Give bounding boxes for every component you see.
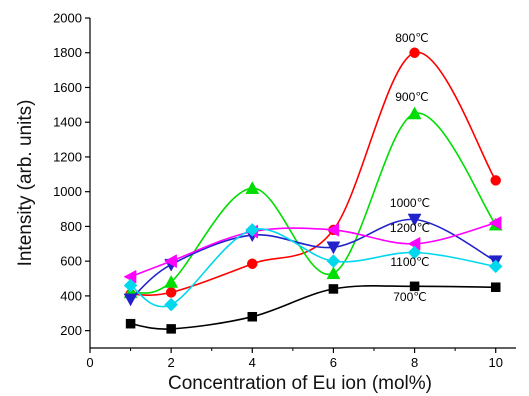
series-layer [123, 47, 503, 334]
series-annotation: 1100℃ [390, 255, 429, 269]
x-tick-label: 6 [330, 355, 337, 370]
x-tick-label: 0 [86, 355, 93, 370]
data-point [123, 293, 138, 307]
data-point [407, 245, 422, 260]
data-point [490, 175, 501, 186]
series-line [130, 222, 496, 278]
data-point [166, 324, 176, 334]
data-point [328, 284, 339, 294]
y-tick-label: 200 [60, 323, 82, 338]
y-tick-label: 1600 [53, 80, 82, 95]
x-tick-label: 10 [488, 355, 502, 370]
y-tick-label: 1000 [53, 184, 82, 199]
series-circle [125, 47, 501, 300]
data-point [326, 222, 340, 237]
data-point [164, 274, 179, 288]
y-tick-label: 1800 [53, 45, 82, 60]
y-tick-label: 400 [60, 288, 82, 303]
axes-layer [89, 18, 516, 349]
data-point [245, 223, 260, 237]
x-axis-label: Concentration of Eu ion (mol%) [168, 373, 432, 394]
data-point [326, 254, 341, 269]
data-point [407, 106, 422, 120]
data-point [125, 318, 136, 329]
data-point [409, 281, 420, 292]
series-annotation: 800℃ [395, 31, 429, 45]
data-point [247, 258, 258, 270]
data-point [123, 278, 138, 293]
y-tick-label: 2000 [53, 11, 82, 26]
data-point [490, 282, 501, 292]
series-triangle-left [123, 216, 502, 284]
series-annotation: 1000℃ [390, 196, 430, 210]
data-point [407, 213, 422, 227]
y-axis-label: Intensity (arb. units) [15, 100, 36, 267]
y-tick-label: 600 [60, 254, 82, 269]
x-tick-label: 4 [249, 355, 256, 370]
data-point [326, 241, 341, 255]
annotation-layer: 800℃ 900℃ 1000℃ 1200℃ 1100℃ 700℃ [390, 31, 430, 304]
series-square [125, 281, 501, 334]
data-point [165, 287, 177, 298]
ticks-layer: 200 400 600 800 1000 1200 1400 1600 1800 2000 0 2 4 6… [53, 11, 503, 371]
series-triangle-up [123, 106, 503, 299]
series-triangle-down [123, 213, 503, 307]
series-annotation: 1200℃ [390, 221, 430, 235]
data-point [164, 254, 177, 269]
series-line [130, 112, 497, 294]
x-tick-label: 2 [168, 355, 175, 370]
y-tick-label: 800 [60, 219, 82, 234]
y-tick-label: 1400 [53, 115, 82, 130]
x-tick-label: 8 [411, 355, 418, 370]
data-point [247, 311, 258, 322]
data-point [409, 47, 420, 58]
series-annotation: 900℃ [395, 90, 429, 104]
data-point [164, 297, 178, 312]
y-tick-label: 1200 [53, 149, 82, 164]
series-diamond [123, 223, 503, 312]
series-line [130, 51, 497, 296]
data-point [488, 259, 503, 274]
data-point [326, 266, 341, 280]
series-annotation: 700℃ [393, 290, 427, 304]
data-point [488, 216, 502, 230]
data-point [245, 181, 260, 194]
